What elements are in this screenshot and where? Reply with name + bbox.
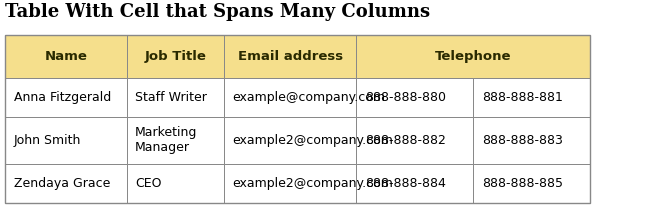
Text: Telephone: Telephone bbox=[435, 50, 512, 63]
Text: Name: Name bbox=[45, 50, 87, 63]
Bar bbox=[473, 78, 590, 117]
Bar bbox=[5, 35, 127, 78]
Bar bbox=[5, 78, 127, 117]
Text: 888-888-885: 888-888-885 bbox=[482, 177, 563, 190]
Bar bbox=[356, 78, 473, 117]
Text: Job Title: Job Title bbox=[144, 50, 207, 63]
Bar bbox=[127, 78, 224, 117]
Bar bbox=[224, 78, 356, 117]
Bar bbox=[224, 35, 356, 78]
Text: Table With Cell that Spans Many Columns: Table With Cell that Spans Many Columns bbox=[5, 3, 430, 21]
Bar bbox=[224, 117, 356, 164]
Text: 888-888-883: 888-888-883 bbox=[482, 134, 562, 147]
Text: 888-888-882: 888-888-882 bbox=[365, 134, 445, 147]
Text: Zendaya Grace: Zendaya Grace bbox=[14, 177, 110, 190]
Bar bbox=[5, 164, 127, 203]
Bar bbox=[356, 117, 473, 164]
Text: 888-888-880: 888-888-880 bbox=[365, 91, 446, 104]
Bar bbox=[356, 164, 473, 203]
Bar bbox=[5, 117, 127, 164]
Text: Anna Fitzgerald: Anna Fitzgerald bbox=[14, 91, 111, 104]
Text: Email address: Email address bbox=[238, 50, 343, 63]
Text: example2@company.com: example2@company.com bbox=[233, 177, 393, 190]
Text: 888-888-884: 888-888-884 bbox=[365, 177, 445, 190]
Text: example2@company.com: example2@company.com bbox=[233, 134, 393, 147]
Bar bbox=[127, 35, 224, 78]
Text: Marketing
Manager: Marketing Manager bbox=[135, 126, 198, 155]
Text: John Smith: John Smith bbox=[14, 134, 81, 147]
Text: Staff Writer: Staff Writer bbox=[135, 91, 207, 104]
Bar bbox=[473, 164, 590, 203]
Bar bbox=[356, 35, 590, 78]
Bar bbox=[473, 117, 590, 164]
Bar bbox=[224, 164, 356, 203]
Bar bbox=[5, 35, 590, 203]
Text: CEO: CEO bbox=[135, 177, 162, 190]
Text: 888-888-881: 888-888-881 bbox=[482, 91, 562, 104]
Bar bbox=[127, 117, 224, 164]
Bar bbox=[127, 164, 224, 203]
Text: example@company.com: example@company.com bbox=[233, 91, 385, 104]
